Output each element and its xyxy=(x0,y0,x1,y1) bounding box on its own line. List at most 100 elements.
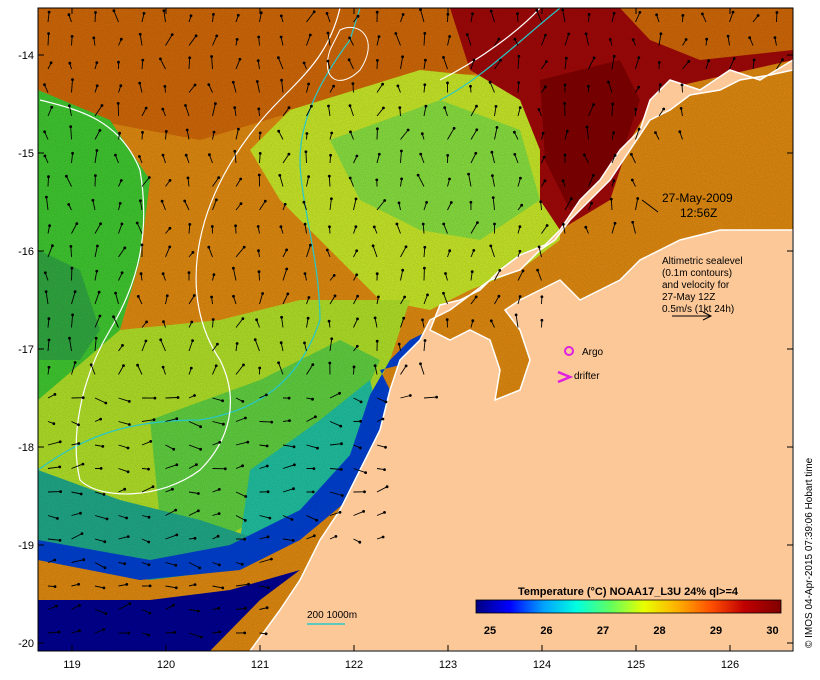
velocity-arrow xyxy=(278,130,284,140)
velocity-arrow-head xyxy=(474,151,478,155)
velocity-arrow-head xyxy=(120,222,124,226)
velocity-arrow xyxy=(492,197,495,211)
velocity-arrow-head xyxy=(139,272,143,276)
velocity-arrow-head xyxy=(49,61,53,65)
velocity-arrow xyxy=(44,131,49,140)
velocity-arrow xyxy=(47,441,61,446)
velocity-arrow-head xyxy=(292,487,295,491)
velocity-arrow-head xyxy=(79,492,83,496)
velocity-arrow xyxy=(588,57,595,70)
velocity-arrow xyxy=(349,37,354,46)
velocity-arrow-head xyxy=(327,319,331,323)
velocity-arrow xyxy=(188,491,199,494)
velocity-arrow xyxy=(188,35,197,46)
velocity-arrow xyxy=(701,13,707,23)
velocity-arrow-head xyxy=(442,291,445,295)
velocity-arrow xyxy=(306,364,314,375)
velocity-arrow-head xyxy=(419,8,422,12)
velocity-arrow-head xyxy=(472,58,476,62)
x-tick-label: 123 xyxy=(439,659,457,671)
velocity-arrow xyxy=(165,534,177,540)
velocity-arrow-head xyxy=(539,200,543,204)
velocity-arrow-head xyxy=(375,339,379,343)
velocity-arrow-head xyxy=(377,35,381,38)
velocity-arrow xyxy=(611,56,615,70)
velocity-arrow xyxy=(353,468,366,474)
velocity-arrow-head xyxy=(191,251,195,254)
velocity-arrow xyxy=(188,84,196,93)
velocity-arrow xyxy=(466,34,472,46)
x-axis: 119 120 121 122 123 124 125 126 xyxy=(63,8,739,671)
drifter-label: drifter xyxy=(574,371,600,382)
velocity-arrow-head xyxy=(218,630,222,634)
velocity-arrow-head xyxy=(217,488,221,491)
altimetry-note: Altimetric sealevel (0.1m contours) and … xyxy=(662,256,743,321)
velocity-arrow-head xyxy=(195,463,198,466)
velocity-arrow-head xyxy=(123,487,127,491)
velocity-arrow-head xyxy=(215,198,218,202)
velocity-arrow-head xyxy=(71,151,74,155)
velocity-arrow-head xyxy=(47,317,51,321)
velocity-arrow-head xyxy=(187,271,191,274)
velocity-arrow xyxy=(278,362,284,375)
velocity-arrow xyxy=(94,130,101,140)
velocity-arrow-head xyxy=(102,628,106,631)
velocity-arrow-head xyxy=(363,490,366,494)
velocity-arrow-head xyxy=(152,418,156,422)
velocity-arrow-head xyxy=(142,12,146,15)
velocity-arrow xyxy=(306,245,311,258)
velocity-arrow xyxy=(47,107,53,117)
velocity-arrow xyxy=(423,60,426,70)
velocity-arrow-head xyxy=(585,125,589,129)
velocity-arrow xyxy=(562,224,566,234)
velocity-arrow-head xyxy=(493,222,496,226)
velocity-arrow xyxy=(165,34,173,46)
velocity-arrow-head xyxy=(613,221,617,225)
velocity-arrow-head xyxy=(518,106,522,109)
velocity-arrow-head xyxy=(238,57,242,61)
velocity-arrow xyxy=(94,538,105,543)
velocity-arrow-head xyxy=(217,512,221,515)
velocity-arrow xyxy=(400,150,402,164)
velocity-arrow xyxy=(376,444,386,448)
velocity-arrow xyxy=(423,294,428,305)
velocity-arrow xyxy=(490,245,495,258)
velocity-arrow-head xyxy=(469,84,472,88)
velocity-arrow xyxy=(47,33,50,46)
velocity-arrow xyxy=(470,153,477,164)
velocity-arrow-head xyxy=(174,586,178,590)
velocity-arrow xyxy=(165,397,179,399)
velocity-arrow-head xyxy=(89,363,93,367)
velocity-arrow xyxy=(71,604,80,610)
velocity-arrow-head xyxy=(489,9,493,13)
velocity-arrow-head xyxy=(189,14,193,18)
velocity-arrow xyxy=(562,9,566,23)
velocity-arrow-head xyxy=(70,35,74,38)
velocity-arrow xyxy=(376,200,386,211)
velocity-arrow xyxy=(635,198,639,211)
velocity-arrow xyxy=(212,177,220,187)
velocity-arrow-head xyxy=(424,58,427,62)
velocity-arrow xyxy=(71,362,76,375)
velocity-arrow-head xyxy=(612,12,616,15)
velocity-arrow-head xyxy=(218,440,222,444)
velocity-arrow-head xyxy=(144,106,148,110)
velocity-arrow-head xyxy=(285,248,288,252)
velocity-arrow-head xyxy=(77,582,80,586)
velocity-arrow-head xyxy=(95,61,99,64)
velocity-arrow-head xyxy=(105,517,109,521)
velocity-arrow-head xyxy=(400,177,403,181)
velocity-arrow-head xyxy=(382,106,385,110)
velocity-arrow-head xyxy=(119,179,123,182)
velocity-arrow xyxy=(94,562,106,569)
velocity-arrow-head xyxy=(68,336,71,340)
velocity-arrow-head xyxy=(631,38,635,42)
velocity-arrow xyxy=(70,126,72,140)
velocity-arrow-head xyxy=(193,83,197,87)
velocity-arrow-head xyxy=(258,131,262,135)
velocity-arrow-head xyxy=(638,11,642,14)
velocity-arrow xyxy=(376,107,384,117)
y-tick-label: -19 xyxy=(18,540,34,552)
velocity-arrow-head xyxy=(540,295,544,299)
velocity-arrow-head xyxy=(352,365,356,369)
